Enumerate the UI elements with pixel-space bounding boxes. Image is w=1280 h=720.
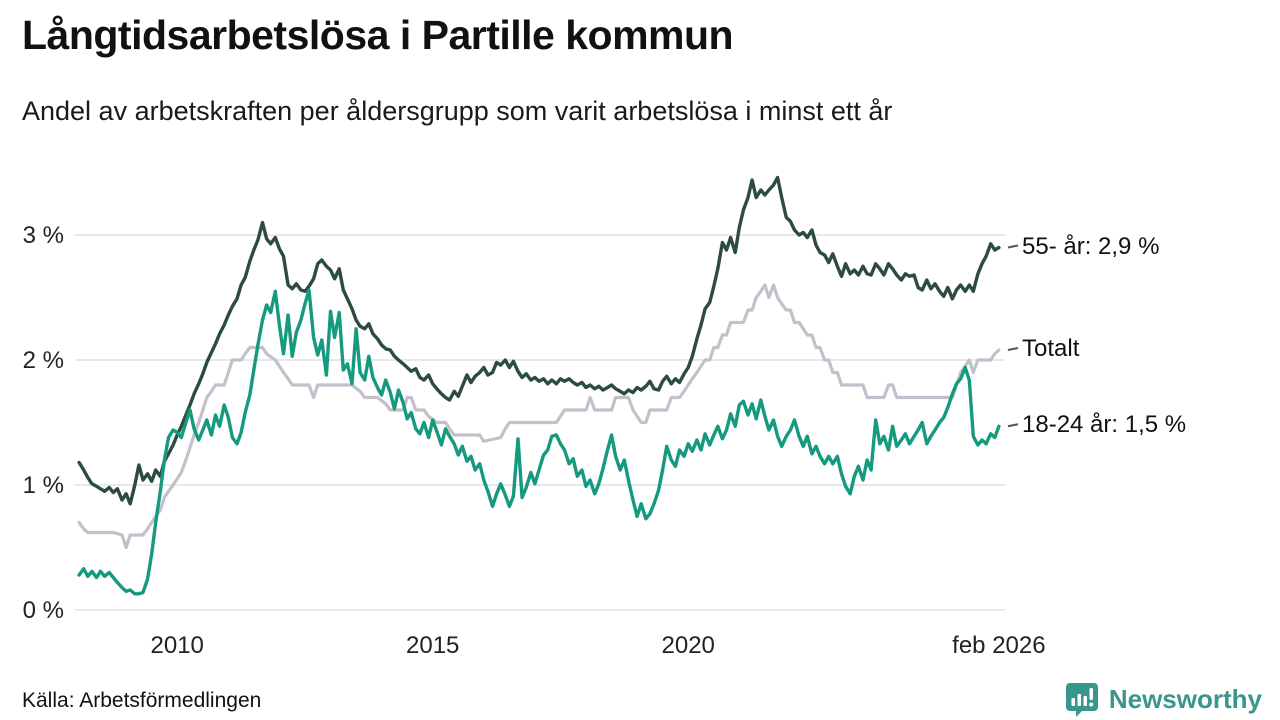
series-line-55-r <box>77 175 1001 506</box>
brand-logo: Newsworthy <box>1063 680 1262 718</box>
x-tick-label: 2010 <box>150 632 204 659</box>
y-tick-label: 2 % <box>22 347 64 374</box>
series-end-label: 18-24 år: 1,5 % <box>1022 411 1187 439</box>
series-end-label: 55- år: 2,9 % <box>1022 232 1160 260</box>
chart-title: Långtidsarbetslösa i Partille kommun <box>22 12 734 58</box>
end-label-tick <box>1007 244 1019 249</box>
end-label-tick <box>1007 423 1019 428</box>
source-note: Källa: Arbetsförmedlingen <box>22 689 262 712</box>
series-end-label: Totalt <box>1022 335 1080 362</box>
x-tick-label: feb 2026 <box>952 632 1046 659</box>
series-line-totalt <box>77 283 1001 550</box>
end-label-tick <box>1007 347 1019 351</box>
newsworthy-logo-icon <box>1065 683 1098 717</box>
chart-subtitle: Andel av arbetskraften per åldersgrupp s… <box>22 96 893 126</box>
x-tick-label: 2020 <box>661 632 715 659</box>
brand-name: Newsworthy <box>1108 683 1262 714</box>
y-tick-label: 3 % <box>22 222 64 249</box>
series-line-18-24-r <box>77 288 1001 596</box>
x-tick-label: 2015 <box>405 632 460 659</box>
y-tick-label: 0 % <box>22 597 64 624</box>
y-tick-label: 1 % <box>22 472 64 499</box>
